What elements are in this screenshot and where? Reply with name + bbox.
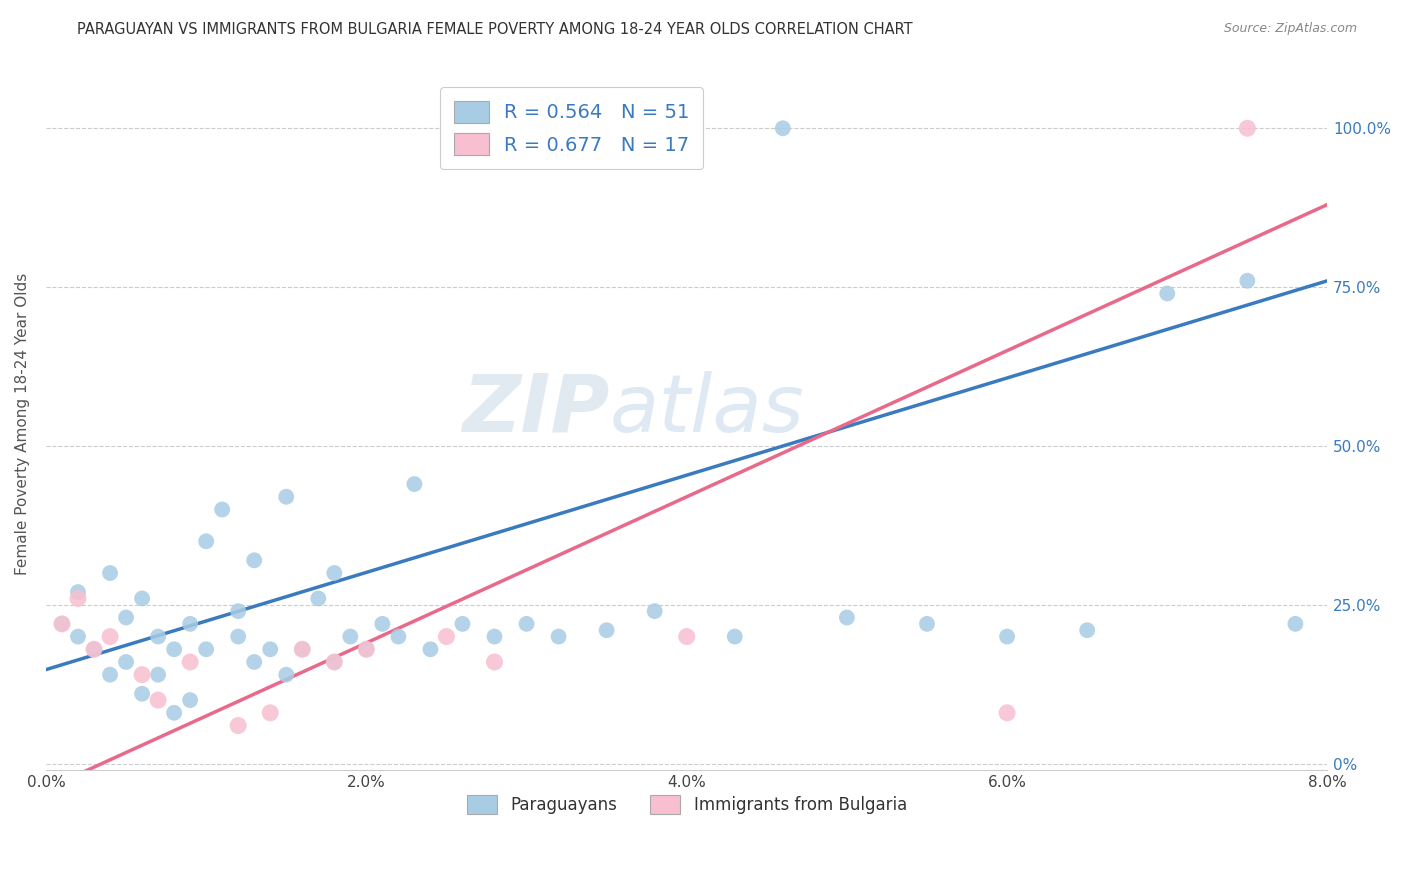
Point xyxy=(243,655,266,669)
Point xyxy=(163,706,186,720)
Point xyxy=(484,630,506,644)
Text: ZIP: ZIP xyxy=(463,371,610,449)
Point xyxy=(226,630,249,644)
Text: Source: ZipAtlas.com: Source: ZipAtlas.com xyxy=(1223,22,1357,36)
Point xyxy=(323,566,346,580)
Point xyxy=(436,630,458,644)
Point xyxy=(51,616,73,631)
Point xyxy=(146,693,169,707)
Point xyxy=(675,630,697,644)
Text: atlas: atlas xyxy=(610,371,804,449)
Point xyxy=(83,642,105,657)
Point xyxy=(339,630,361,644)
Point xyxy=(131,591,153,606)
Point xyxy=(323,655,346,669)
Point xyxy=(1236,121,1258,136)
Point xyxy=(419,642,441,657)
Point xyxy=(835,610,858,624)
Point xyxy=(98,667,121,681)
Point xyxy=(179,616,201,631)
Point xyxy=(195,534,218,549)
Point xyxy=(307,591,329,606)
Point xyxy=(83,642,105,657)
Point xyxy=(644,604,666,618)
Point xyxy=(179,693,201,707)
Point xyxy=(995,630,1018,644)
Point xyxy=(98,566,121,580)
Point xyxy=(131,687,153,701)
Point xyxy=(1236,274,1258,288)
Point xyxy=(66,591,89,606)
Point xyxy=(323,655,346,669)
Point xyxy=(515,616,537,631)
Point xyxy=(131,667,153,681)
Point xyxy=(371,616,394,631)
Point xyxy=(276,667,298,681)
Point xyxy=(115,610,138,624)
Point xyxy=(243,553,266,567)
Point xyxy=(1076,624,1098,638)
Point xyxy=(98,630,121,644)
Point xyxy=(484,655,506,669)
Point xyxy=(276,490,298,504)
Point xyxy=(387,630,409,644)
Point xyxy=(66,585,89,599)
Y-axis label: Female Poverty Among 18-24 Year Olds: Female Poverty Among 18-24 Year Olds xyxy=(15,273,30,574)
Point xyxy=(356,642,378,657)
Point xyxy=(146,630,169,644)
Point xyxy=(226,718,249,732)
Point xyxy=(146,667,169,681)
Point xyxy=(226,604,249,618)
Point xyxy=(211,502,233,516)
Point xyxy=(404,477,426,491)
Text: PARAGUAYAN VS IMMIGRANTS FROM BULGARIA FEMALE POVERTY AMONG 18-24 YEAR OLDS CORR: PARAGUAYAN VS IMMIGRANTS FROM BULGARIA F… xyxy=(77,22,912,37)
Point xyxy=(451,616,474,631)
Point xyxy=(915,616,938,631)
Point xyxy=(1284,616,1306,631)
Point xyxy=(115,655,138,669)
Point xyxy=(595,624,617,638)
Point xyxy=(163,642,186,657)
Point xyxy=(51,616,73,631)
Point xyxy=(179,655,201,669)
Point xyxy=(724,630,747,644)
Point xyxy=(259,642,281,657)
Legend: Paraguayans, Immigrants from Bulgaria: Paraguayans, Immigrants from Bulgaria xyxy=(457,785,917,824)
Point xyxy=(66,630,89,644)
Point xyxy=(995,706,1018,720)
Point xyxy=(259,706,281,720)
Point xyxy=(356,642,378,657)
Point xyxy=(291,642,314,657)
Point xyxy=(195,642,218,657)
Point xyxy=(772,121,794,136)
Point xyxy=(291,642,314,657)
Point xyxy=(547,630,569,644)
Point xyxy=(1156,286,1178,301)
